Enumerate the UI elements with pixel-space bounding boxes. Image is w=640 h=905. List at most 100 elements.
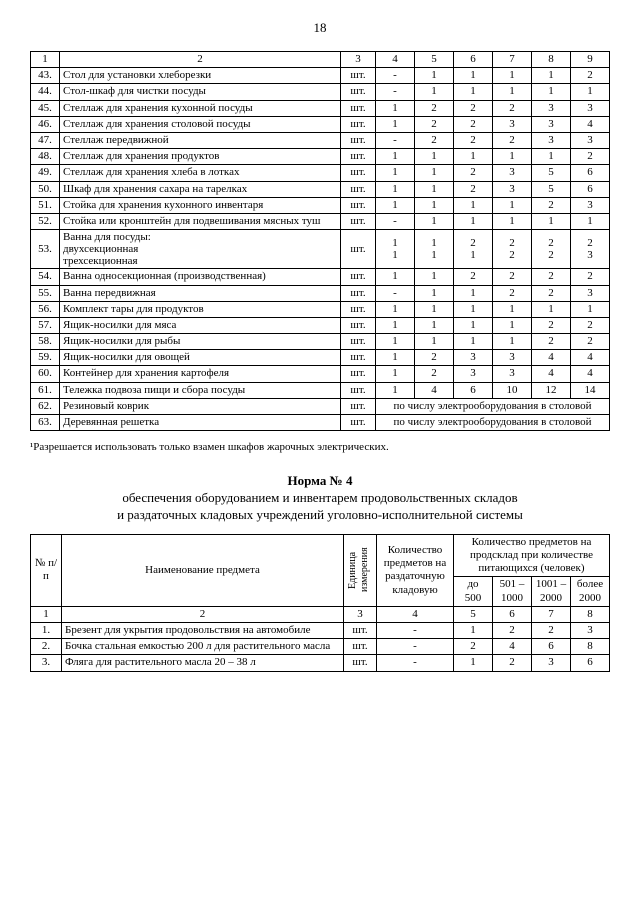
table-1-cell: 1 (493, 317, 532, 333)
table-1-cell: 1 (571, 301, 610, 317)
table-1-cell: шт. (341, 213, 376, 229)
table-2-numrow-cell: 2 (62, 606, 344, 622)
table-1-cell: 1 (532, 84, 571, 100)
table-1-cell: 1 (454, 285, 493, 301)
table-1-cell: Стеллаж для хранения продуктов (60, 149, 341, 165)
table-1-header-cell: 4 (376, 52, 415, 68)
table-1-cell: шт. (341, 116, 376, 132)
table-1-cell: 11 (415, 230, 454, 269)
table-2-header-cell: до500 (454, 577, 493, 606)
table-1-cell: 1 (376, 116, 415, 132)
table-1-cell: 4 (571, 366, 610, 382)
table-1-cell: 1 (376, 165, 415, 181)
table-1-cell: 2 (532, 197, 571, 213)
table-2-numrow-cell: 4 (377, 606, 454, 622)
table-2-cell: - (377, 639, 454, 655)
table-1-cell: 46. (31, 116, 60, 132)
table-1-cell: 1 (415, 334, 454, 350)
table-2-cell: - (377, 655, 454, 671)
table-2-cell: шт. (344, 655, 377, 671)
table-1-cell: 3 (493, 116, 532, 132)
table-1-cell: шт. (341, 334, 376, 350)
table-1-cell: шт. (341, 269, 376, 285)
table-1-cell: шт. (341, 230, 376, 269)
table-1-cell: Стол-шкаф для чистки посуды (60, 84, 341, 100)
table-1-cell: шт. (341, 181, 376, 197)
table-1-cell: 2 (532, 285, 571, 301)
table-1-cell: 1 (415, 285, 454, 301)
table-2-numrow-cell: 6 (493, 606, 532, 622)
table-1-cell: 1 (454, 334, 493, 350)
page-number: 18 (30, 20, 610, 36)
table-1-cell: 1 (454, 197, 493, 213)
table-1-cell: 2 (454, 116, 493, 132)
table-2-cell: 2 (493, 655, 532, 671)
table-2-cell: 8 (571, 639, 610, 655)
table-1-cell: 3 (493, 366, 532, 382)
table-1-cell: 2 (415, 100, 454, 116)
table-1-cell: Контейнер для хранения картофеля (60, 366, 341, 382)
table-2-cell: 3 (532, 655, 571, 671)
table-1-cell: 2 (415, 366, 454, 382)
table-2-cell: Бочка стальная емкостью 200 л для растит… (62, 639, 344, 655)
table-1-cell: 22 (532, 230, 571, 269)
table-1-cell: 49. (31, 165, 60, 181)
table-1-cell: 1 (376, 301, 415, 317)
table-1-cell: 4 (415, 382, 454, 398)
table-1-cell: 4 (571, 116, 610, 132)
table-1-header-cell: 9 (571, 52, 610, 68)
table-1-cell: 2 (493, 100, 532, 116)
table-1-cell: Ящик-носилки для овощей (60, 350, 341, 366)
table-1-cell: Шкаф для хранения сахара на тарелках (60, 181, 341, 197)
table-1-cell: 50. (31, 181, 60, 197)
table-2-numrow-cell: 5 (454, 606, 493, 622)
table-1-cell: 58. (31, 334, 60, 350)
table-2-cell: Брезент для укрытия продовольствия на ав… (62, 623, 344, 639)
table-1-cell: шт. (341, 197, 376, 213)
table-1-cell: 3 (571, 285, 610, 301)
table-1-cell: 2 (571, 269, 610, 285)
table-2-header-cell: более2000 (571, 577, 610, 606)
table-1-cell: 60. (31, 366, 60, 382)
table-1-cell: 43. (31, 68, 60, 84)
table-1-cell: 1 (376, 350, 415, 366)
table-1-cell: 22 (493, 230, 532, 269)
table-1-cell: - (376, 132, 415, 148)
table-1-cell: 2 (454, 132, 493, 148)
table-1-cell: шт. (341, 149, 376, 165)
table-1-cell: 61. (31, 382, 60, 398)
footnote: ¹Разрешается использовать только взамен … (30, 441, 610, 453)
table-1-cell: 44. (31, 84, 60, 100)
table-1-cell: 62. (31, 398, 60, 414)
table-1-cell: шт. (341, 84, 376, 100)
table-1-cell: 1 (376, 317, 415, 333)
table-1-cell: 1 (415, 269, 454, 285)
table-2-cell: 4 (493, 639, 532, 655)
table-1-cell: 1 (571, 84, 610, 100)
table-1-cell: 11 (376, 230, 415, 269)
table-1-cell: 3 (532, 100, 571, 116)
table-1-cell: 1 (415, 317, 454, 333)
table-1-cell: 6 (454, 382, 493, 398)
table-1-cell: 45. (31, 100, 60, 116)
table-2-header-cell: 1001 –2000 (532, 577, 571, 606)
table-1-cell: 14 (571, 382, 610, 398)
table-2-numrow-cell: 7 (532, 606, 571, 622)
table-1-cell: Деревянная решетка (60, 415, 341, 431)
table-2-cell: шт. (344, 623, 377, 639)
table-2-header-cell: Наименование предмета (62, 534, 344, 606)
table-1-cell: Ванна для посуды:двухсекционнаятрехсекци… (60, 230, 341, 269)
table-1-cell: 6 (571, 165, 610, 181)
table-1-cell: 5 (532, 165, 571, 181)
table-1-cell: Стойка или кронштейн для подвешивания мя… (60, 213, 341, 229)
table-1-header-cell: 2 (60, 52, 341, 68)
table-1-cell: 4 (571, 350, 610, 366)
table-1-header-cell: 1 (31, 52, 60, 68)
table-1-cell: 1 (415, 197, 454, 213)
table-1-header-cell: 8 (532, 52, 571, 68)
table-1-header-cell: 7 (493, 52, 532, 68)
table-1-cell: 3 (532, 116, 571, 132)
table-1-cell: 1 (415, 149, 454, 165)
table-1-cell: 1 (532, 213, 571, 229)
table-1-cell: 53. (31, 230, 60, 269)
